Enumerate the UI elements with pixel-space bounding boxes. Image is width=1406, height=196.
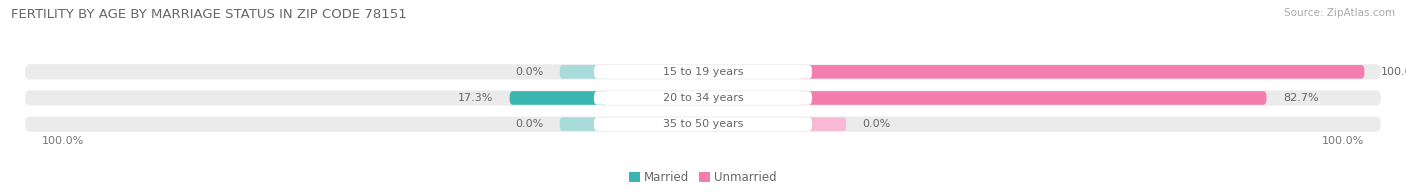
FancyBboxPatch shape bbox=[593, 117, 813, 131]
Text: Source: ZipAtlas.com: Source: ZipAtlas.com bbox=[1284, 8, 1395, 18]
Text: 0.0%: 0.0% bbox=[515, 119, 544, 129]
Text: 20 to 34 years: 20 to 34 years bbox=[662, 93, 744, 103]
Legend: Married, Unmarried: Married, Unmarried bbox=[624, 166, 782, 189]
Text: 100.0%: 100.0% bbox=[1381, 67, 1406, 77]
Text: 0.0%: 0.0% bbox=[862, 119, 891, 129]
FancyBboxPatch shape bbox=[799, 91, 1267, 105]
Text: 0.0%: 0.0% bbox=[515, 67, 544, 77]
FancyBboxPatch shape bbox=[560, 117, 607, 131]
FancyBboxPatch shape bbox=[593, 65, 813, 79]
FancyBboxPatch shape bbox=[593, 91, 813, 105]
Text: FERTILITY BY AGE BY MARRIAGE STATUS IN ZIP CODE 78151: FERTILITY BY AGE BY MARRIAGE STATUS IN Z… bbox=[11, 8, 406, 21]
Text: 100.0%: 100.0% bbox=[42, 136, 84, 146]
FancyBboxPatch shape bbox=[25, 64, 1381, 79]
FancyBboxPatch shape bbox=[560, 65, 607, 79]
FancyBboxPatch shape bbox=[25, 117, 1381, 132]
FancyBboxPatch shape bbox=[509, 91, 607, 105]
Text: 82.7%: 82.7% bbox=[1282, 93, 1319, 103]
Text: 15 to 19 years: 15 to 19 years bbox=[662, 67, 744, 77]
FancyBboxPatch shape bbox=[799, 117, 846, 131]
Text: 100.0%: 100.0% bbox=[1322, 136, 1364, 146]
Text: 17.3%: 17.3% bbox=[458, 93, 494, 103]
FancyBboxPatch shape bbox=[799, 65, 1364, 79]
Text: 35 to 50 years: 35 to 50 years bbox=[662, 119, 744, 129]
FancyBboxPatch shape bbox=[25, 90, 1381, 106]
